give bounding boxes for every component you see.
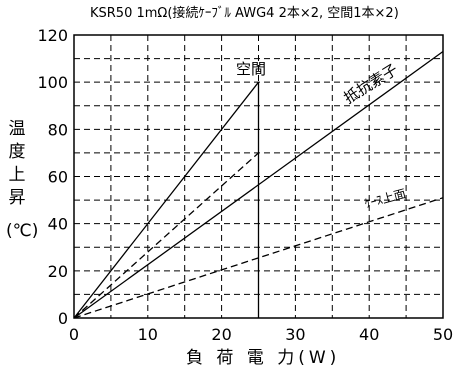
y-axis-label-char: 上 bbox=[8, 165, 26, 185]
y-axis-label-char: 度 bbox=[8, 142, 26, 162]
y-tick-label: 100 bbox=[37, 73, 68, 92]
x-tick-label: 0 bbox=[69, 325, 79, 344]
x-tick-label: 40 bbox=[359, 325, 379, 344]
series-line bbox=[73, 81, 260, 319]
y-tick-label: 80 bbox=[48, 120, 68, 139]
y-axis-label: 温 度 上 昇 (℃) bbox=[6, 118, 39, 243]
chart-title: KSR50 1mΩ(接続ｹｰﾌﾞﾙ AWG4 2本×2, 空間1本×2) bbox=[90, 6, 399, 21]
y-tick-label: 20 bbox=[48, 262, 68, 281]
x-tick-label: 20 bbox=[211, 325, 231, 344]
x-tick-label: 50 bbox=[433, 325, 453, 344]
series-line bbox=[73, 152, 259, 319]
y-axis-label-char: 温 bbox=[8, 119, 26, 139]
x-tick-label: 30 bbox=[285, 325, 305, 344]
y-tick-label: 60 bbox=[48, 168, 68, 187]
series-line bbox=[73, 197, 444, 319]
y-tick-label: 0 bbox=[58, 309, 68, 328]
x-axis-label: 負 荷 電 力(W) bbox=[186, 348, 341, 368]
series-label: ｹｰｽ上面 bbox=[363, 187, 407, 211]
y-tick-label: 40 bbox=[48, 215, 68, 234]
y-axis-label-char: 昇 bbox=[8, 188, 26, 208]
x-tick-label: 10 bbox=[138, 325, 158, 344]
y-axis-label-char: (℃) bbox=[6, 221, 39, 241]
series-label: 抵抗素子 bbox=[341, 60, 401, 107]
series-label: 空間 bbox=[236, 60, 266, 78]
y-tick-label: 120 bbox=[37, 26, 68, 45]
